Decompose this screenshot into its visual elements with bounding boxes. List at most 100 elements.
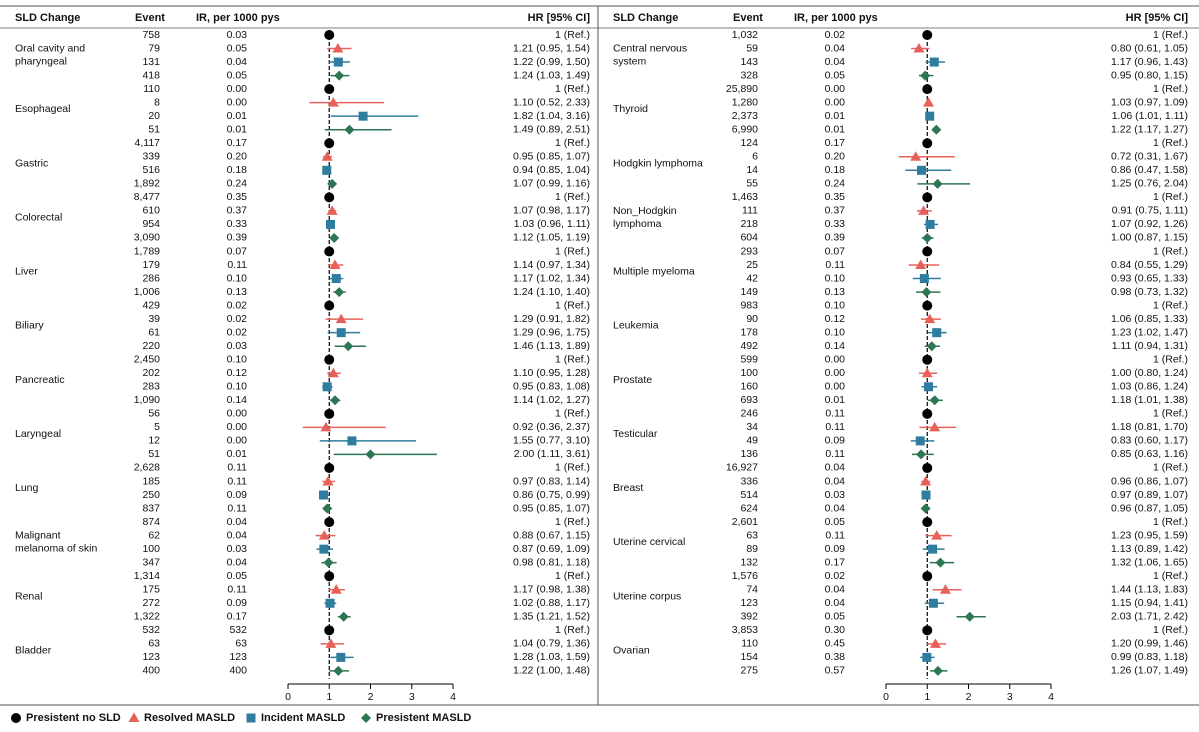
group-label: Esophageal	[15, 103, 70, 115]
event-count: 3,090	[134, 232, 160, 244]
marker-circle	[324, 192, 335, 203]
hr-label: 1.29 (0.91, 1.82)	[513, 313, 590, 325]
legend-label: Resolved MASLD	[144, 712, 235, 724]
event-count: 624	[740, 502, 758, 514]
incidence-rate: 0.03	[227, 29, 248, 41]
incidence-rate: 63	[235, 638, 247, 650]
marker-diamond	[921, 287, 932, 298]
hr-label: 1.20 (0.99, 1.46)	[1111, 638, 1188, 650]
header-group: SLD Change	[613, 12, 678, 24]
incidence-rate: 0.11	[825, 259, 845, 271]
marker-circle	[922, 408, 933, 419]
hr-label: 0.97 (0.89, 1.07)	[1111, 489, 1188, 501]
legend-label: Presistent MASLD	[376, 712, 471, 724]
incidence-rate: 0.39	[227, 232, 248, 244]
event-count: 610	[142, 205, 160, 217]
marker-square	[331, 274, 341, 284]
marker-diamond	[964, 611, 975, 622]
event-count: 6,990	[732, 123, 758, 135]
event-count: 429	[142, 299, 160, 311]
event-count: 63	[746, 529, 758, 541]
incidence-rate: 0.05	[227, 42, 248, 54]
x-tick-label: 2	[966, 691, 972, 703]
hr-label: 1.22 (0.99, 1.50)	[513, 56, 590, 68]
hr-label: 1 (Ref.)	[555, 29, 590, 41]
event-count: 51	[148, 448, 160, 460]
hr-label: 1 (Ref.)	[555, 191, 590, 203]
event-count: 143	[740, 56, 758, 68]
marker-circle	[324, 625, 335, 636]
hr-label: 1.11 (0.94, 1.31)	[1112, 340, 1188, 352]
hr-label: 1.03 (0.86, 1.24)	[1111, 381, 1188, 393]
event-count: 74	[746, 584, 758, 596]
event-count: 8,477	[134, 191, 160, 203]
hr-label: 1 (Ref.)	[1153, 83, 1188, 95]
marker-circle	[324, 30, 335, 40]
hr-label: 1.07 (0.92, 1.26)	[1111, 218, 1188, 230]
marker-diamond	[932, 178, 943, 189]
event-count: 62	[148, 529, 160, 541]
hr-label: 1 (Ref.)	[1153, 137, 1188, 149]
marker-diamond	[922, 232, 933, 243]
event-count: 1,090	[134, 394, 160, 406]
marker-triangle	[327, 367, 339, 378]
marker-square	[929, 57, 939, 67]
hr-label: 1 (Ref.)	[555, 516, 590, 528]
incidence-rate: 0.11	[227, 475, 247, 487]
hr-label: 0.95 (0.85, 1.07)	[513, 151, 590, 163]
event-count: 124	[740, 137, 758, 149]
group-label: Hodgkin lymphoma	[613, 157, 703, 169]
group-label: Lung	[15, 482, 39, 494]
marker-square	[925, 111, 935, 121]
incidence-rate: 0.13	[825, 286, 846, 298]
hr-label: 0.98 (0.81, 1.18)	[513, 556, 590, 568]
marker-triangle	[915, 259, 927, 270]
group-label: Uterine corpus	[613, 590, 681, 602]
hr-label: 1 (Ref.)	[555, 462, 590, 474]
hr-label: 0.91 (0.75, 1.11)	[1112, 205, 1188, 217]
hr-label: 0.94 (0.85, 1.04)	[513, 164, 590, 176]
incidence-rate: 0.01	[825, 394, 846, 406]
hr-label: 1.22 (1.00, 1.48)	[513, 665, 590, 677]
hr-label: 1.29 (0.96, 1.75)	[513, 326, 590, 338]
group-label: Oral cavity and	[15, 43, 85, 55]
event-count: 100	[740, 367, 758, 379]
hr-label: 0.85 (0.63, 1.16)	[1111, 448, 1188, 460]
incidence-rate: 0.04	[825, 56, 846, 68]
incidence-rate: 0.30	[825, 624, 846, 636]
hr-label: 1 (Ref.)	[1153, 624, 1188, 636]
hr-label: 1.17 (1.02, 1.34)	[513, 272, 590, 284]
event-count: 25	[746, 259, 758, 271]
event-count: 1,280	[732, 96, 758, 108]
hr-label: 0.98 (0.73, 1.32)	[1111, 286, 1188, 298]
marker-square	[915, 436, 925, 446]
event-count: 34	[746, 421, 758, 433]
group-label: Ovarian	[613, 644, 650, 656]
group-label: Uterine cervical	[613, 536, 685, 548]
legend-label: Presistent no SLD	[26, 712, 121, 724]
marker-circle	[324, 517, 335, 528]
incidence-rate: 0.04	[227, 529, 248, 541]
event-count: 136	[740, 448, 758, 460]
incidence-rate: 0.12	[227, 367, 248, 379]
incidence-rate: 0.11	[227, 502, 247, 514]
incidence-rate: 0.07	[825, 245, 846, 257]
group-label: Non_Hodgkin	[613, 205, 677, 217]
event-count: 514	[740, 489, 758, 501]
event-count: 1,006	[134, 286, 160, 298]
incidence-rate: 0.10	[227, 272, 248, 284]
hr-label: 1 (Ref.)	[555, 83, 590, 95]
event-count: 328	[740, 69, 758, 81]
marker-triangle	[335, 313, 347, 324]
event-count: 2,628	[134, 462, 160, 474]
event-count: 132	[740, 556, 758, 568]
event-count: 100	[142, 543, 160, 555]
incidence-rate: 0.45	[825, 638, 846, 650]
marker-diamond	[327, 178, 338, 189]
incidence-rate: 0.01	[227, 110, 248, 122]
event-count: 1,032	[732, 29, 758, 41]
marker-triangle	[910, 151, 922, 161]
group-label: Breast	[613, 482, 643, 494]
incidence-rate: 0.11	[227, 584, 247, 596]
marker-square	[318, 490, 328, 500]
